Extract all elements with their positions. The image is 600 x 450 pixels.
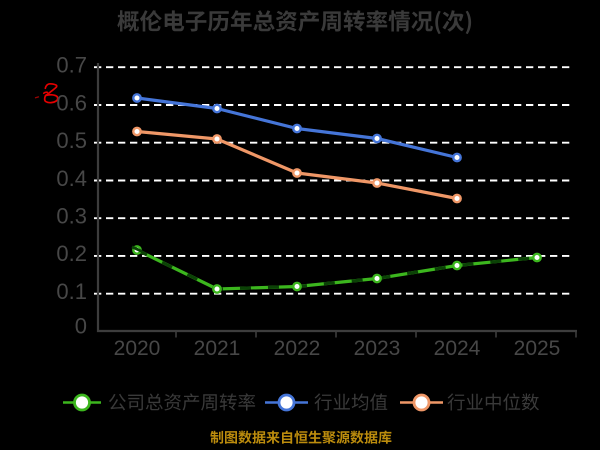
svg-text:0.5: 0.5 — [56, 128, 87, 153]
svg-text:2025: 2025 — [514, 337, 561, 360]
svg-text:0.6: 0.6 — [56, 90, 87, 115]
svg-text:0.2: 0.2 — [56, 241, 87, 266]
svg-text:0.1: 0.1 — [56, 279, 87, 304]
svg-text:0.3: 0.3 — [56, 204, 87, 229]
svg-text:0.7: 0.7 — [56, 53, 87, 78]
svg-text:2020: 2020 — [114, 337, 161, 360]
svg-text:0.4: 0.4 — [56, 166, 87, 191]
svg-text:0: 0 — [75, 314, 87, 339]
svg-text:2021: 2021 — [194, 337, 241, 360]
svg-text:2024: 2024 — [434, 337, 481, 360]
svg-text:2022: 2022 — [274, 337, 321, 360]
svg-text:2023: 2023 — [354, 337, 401, 360]
